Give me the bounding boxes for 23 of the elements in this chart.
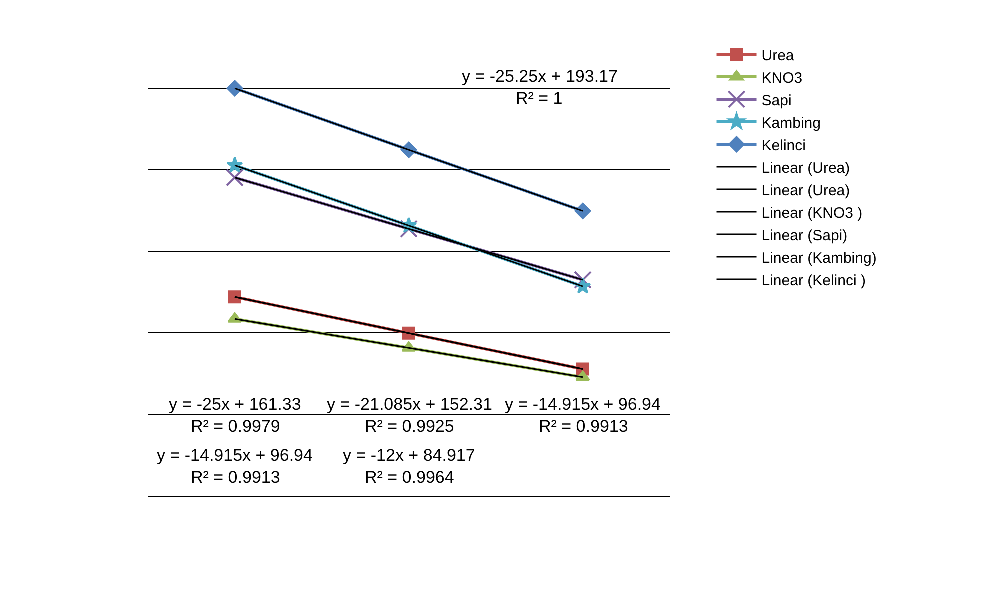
annotation: y = -14.915x + 96.94: [505, 395, 661, 414]
annotation: R² = 0.9913: [191, 468, 280, 487]
legend-label: Linear (Urea): [762, 160, 850, 177]
annotation: R² = 0.9925: [365, 417, 454, 436]
annotation: y = -25x + 161.33: [169, 395, 302, 414]
legend-label: Kambing: [762, 114, 821, 132]
legend-label: Linear (Kelinci ): [762, 272, 866, 290]
annotation: R² = 1: [516, 89, 563, 108]
annotation: y = -12x + 84.917: [343, 446, 476, 465]
legend-label: Linear (Urea): [762, 182, 850, 200]
annotation: y = -21.085x + 152.31: [327, 395, 492, 414]
legend-label: Kelinci: [762, 137, 806, 154]
legend-label: Linear (KNO3 ): [762, 204, 863, 222]
annotation: R² = 0.9964: [365, 468, 454, 487]
annotation: y = -14.915x + 96.94: [157, 446, 313, 465]
annotation: R² = 0.9913: [539, 417, 628, 436]
text: y = -25.25x + 193.17: [462, 67, 618, 86]
legend-label: Urea: [762, 47, 795, 64]
legend-label: Sapi: [762, 92, 792, 110]
legend-label: KNO3: [762, 70, 803, 87]
legend-label: Linear (Sapi): [762, 227, 848, 244]
annotation: R² = 0.9979: [191, 417, 280, 436]
legend-label: Linear (Kambing): [762, 250, 877, 267]
